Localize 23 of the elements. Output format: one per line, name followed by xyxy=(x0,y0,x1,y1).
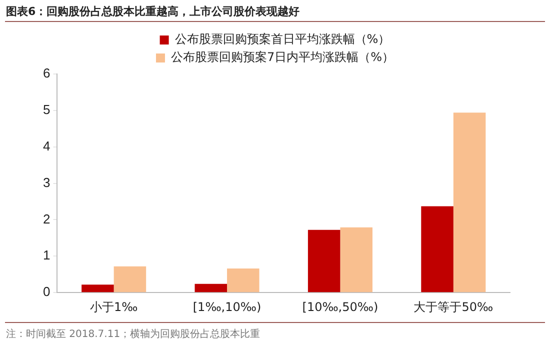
legend-label: 公布股票回购预案首日平均涨跌幅（%） xyxy=(174,32,390,46)
bar xyxy=(453,112,486,292)
bar xyxy=(194,284,228,292)
bar xyxy=(340,227,372,292)
y-tick-label: 5 xyxy=(42,102,50,118)
y-tick-label: 4 xyxy=(42,138,50,154)
legend-label: 公布股票回购预案7日内平均涨跌幅（%） xyxy=(170,50,394,64)
bar xyxy=(114,266,146,292)
x-tick-label: 小于1‰ xyxy=(90,300,138,314)
x-tick-label: 大于等于50‰ xyxy=(414,300,494,314)
bar xyxy=(227,268,260,292)
bar xyxy=(421,206,454,292)
y-tick-label: 1 xyxy=(42,248,50,263)
y-tick-label: 2 xyxy=(42,211,50,226)
chart-title: 图表6：回购股份占总股本比重越高，上市公司股价表现越好 xyxy=(6,4,300,19)
bar xyxy=(82,284,114,292)
x-tick-label: [1‰,10‰) xyxy=(192,300,262,314)
y-tick-label: 6 xyxy=(42,66,50,81)
y-tick-label: 0 xyxy=(42,284,50,300)
x-tick-label: [10‰,50‰) xyxy=(302,300,378,314)
y-tick-label: 3 xyxy=(42,174,50,190)
bar xyxy=(308,230,340,292)
text: 注：时间截至 2018.7.11；横轴为回购股份占总股本比重 xyxy=(6,328,260,341)
